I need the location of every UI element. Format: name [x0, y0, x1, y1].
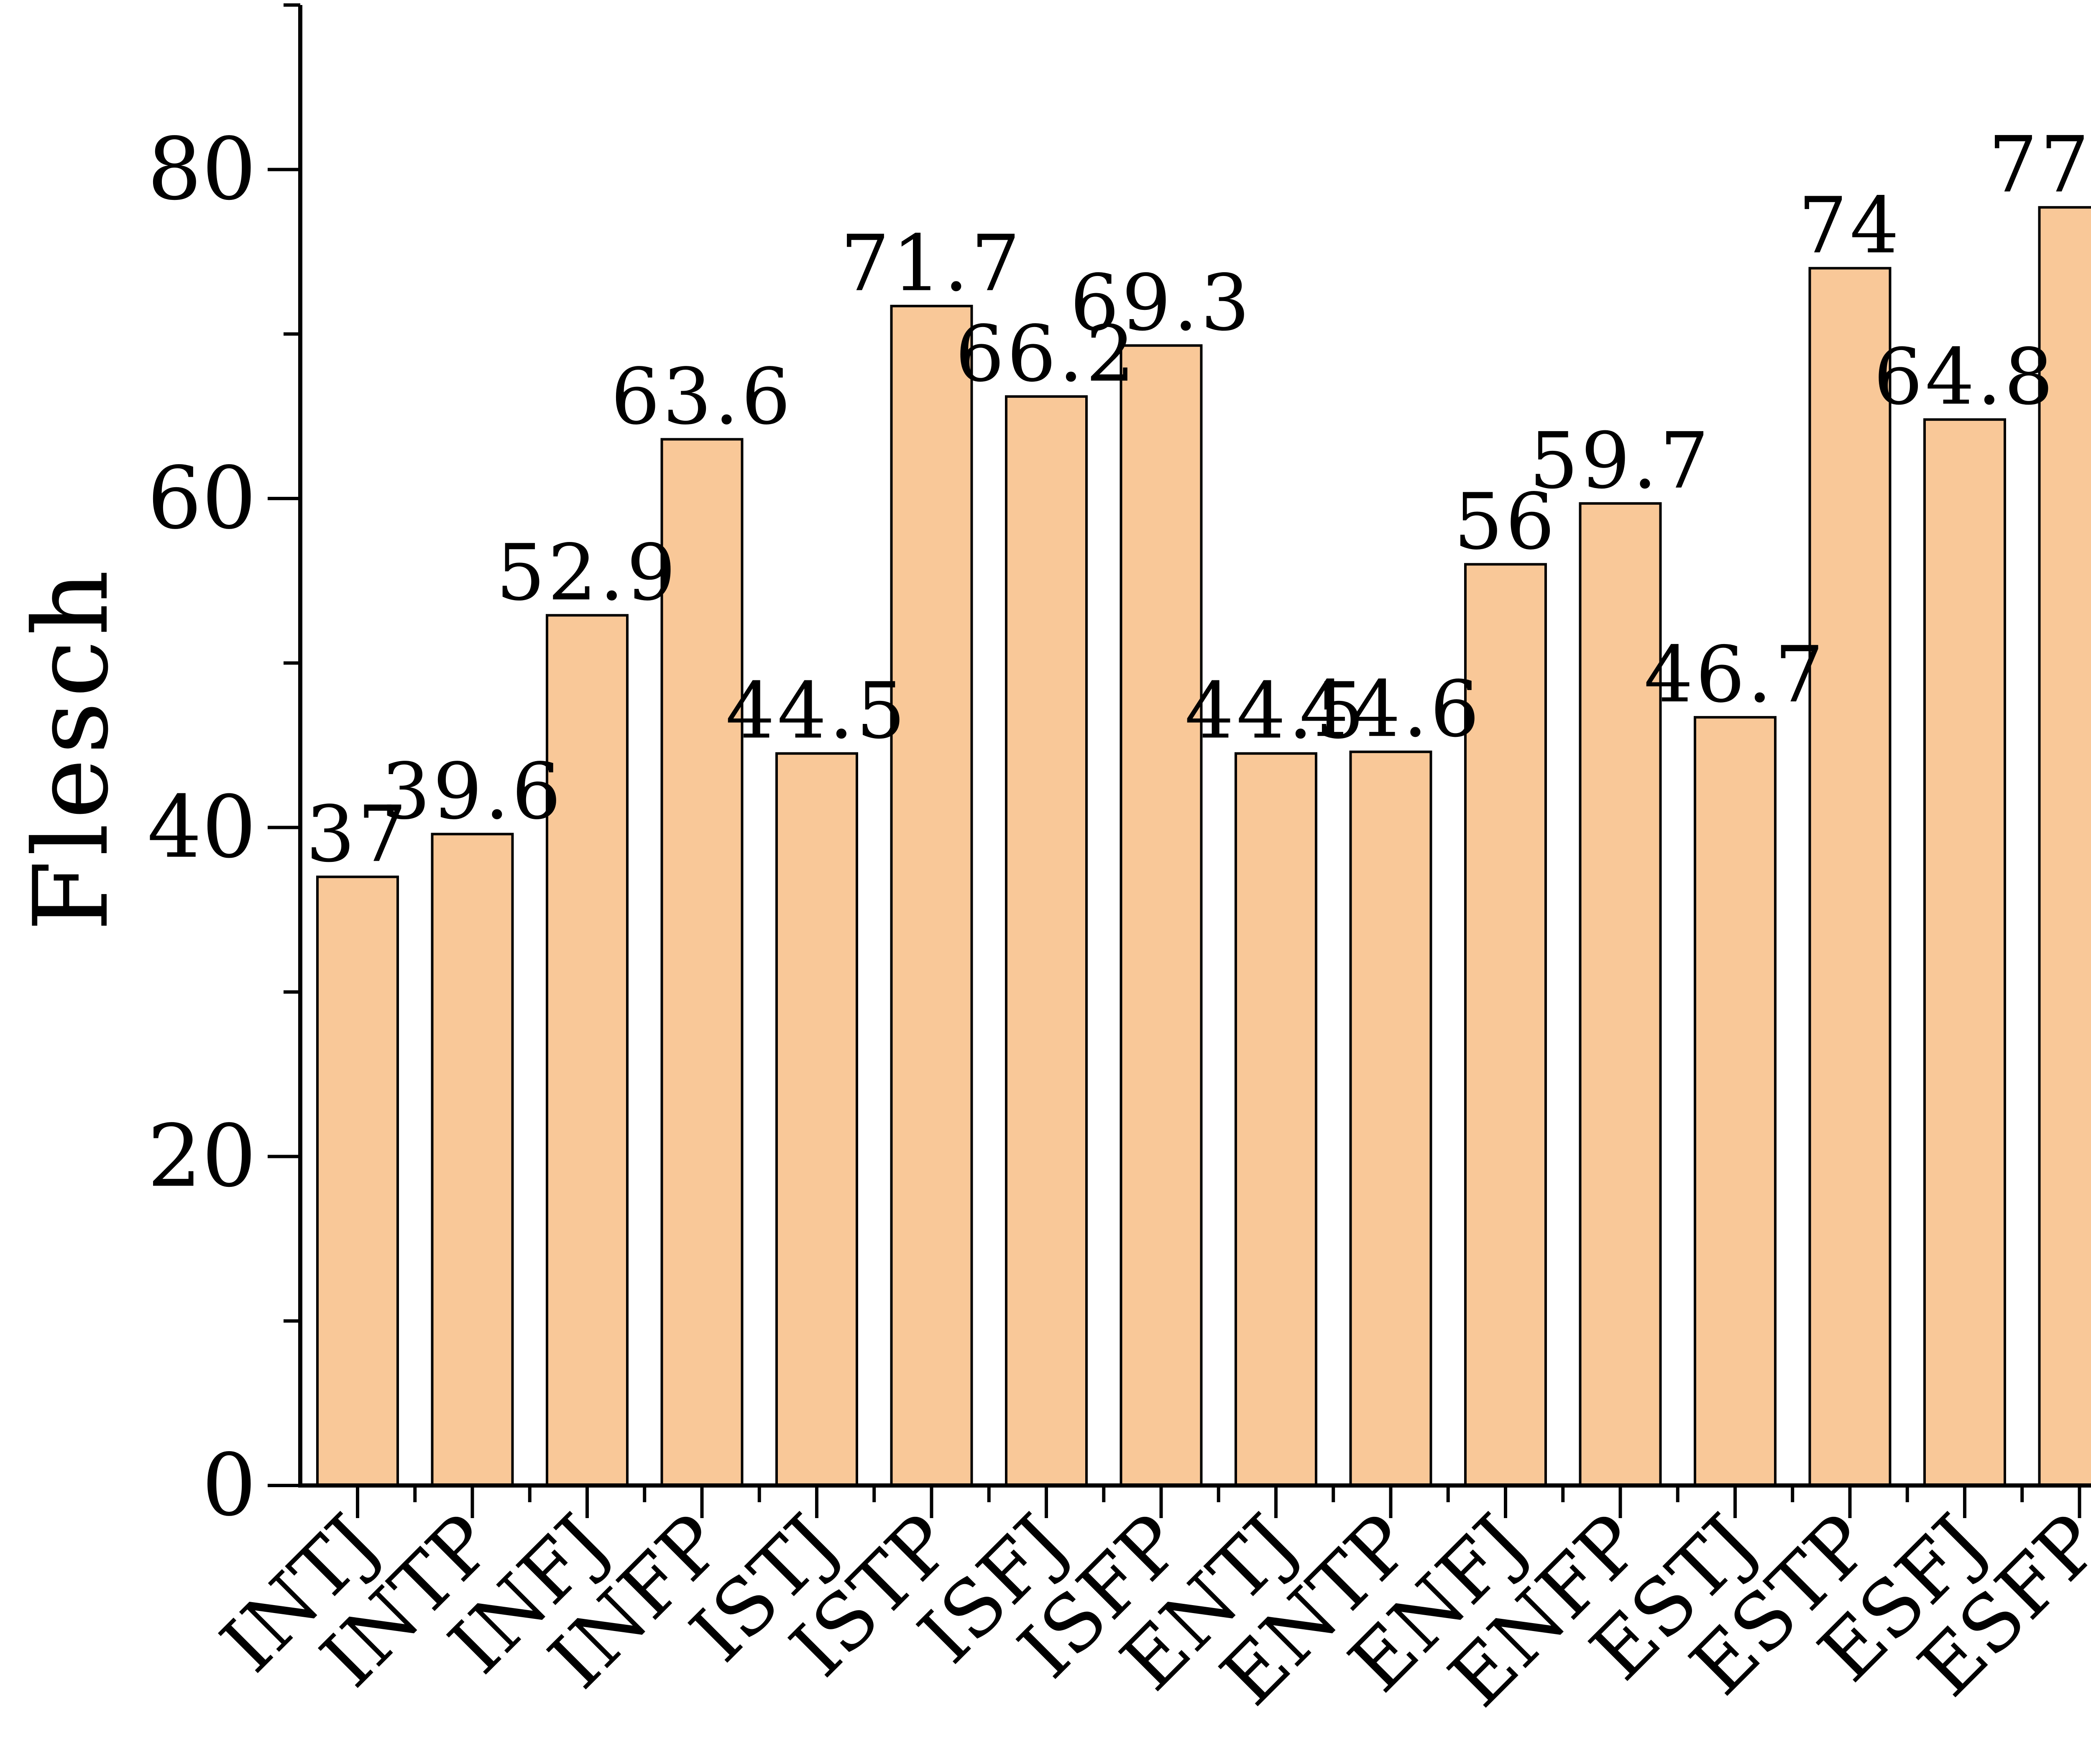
bar-istj: [775, 752, 858, 1487]
data-label-entp: 44.6: [1300, 664, 1482, 754]
bar-intj: [316, 875, 399, 1487]
data-label-isfj: 66.2: [955, 309, 1138, 399]
data-label-intj: 37: [306, 789, 409, 879]
bar-istp: [890, 304, 973, 1487]
data-label-infp: 63.6: [611, 351, 793, 442]
data-label-estp: 74: [1798, 180, 1902, 271]
data-label-infj: 52.9: [496, 527, 678, 618]
bar-esfp: [2038, 206, 2091, 1487]
bar-estp: [1808, 267, 1892, 1487]
y-axis-label: Flesch: [12, 566, 131, 931]
y-tick-label: 20: [147, 1107, 256, 1206]
bar-entp: [1349, 750, 1432, 1487]
y-tick-label: 80: [147, 120, 256, 219]
data-label-esfj: 64.8: [1874, 332, 2056, 422]
data-label-intp: 39.6: [381, 746, 564, 836]
bars-layer: [316, 206, 2091, 1487]
bar-esfj: [1923, 418, 2006, 1487]
data-label-enfp: 59.7: [1529, 416, 1712, 506]
bar-isfp: [1120, 344, 1203, 1487]
data-label-entj: 44.5: [1185, 666, 1367, 756]
data-label-enfj: 56: [1454, 476, 1557, 567]
bar-intp: [431, 833, 514, 1487]
y-tick-label: 60: [147, 449, 256, 548]
data-label-isfp: 69.3: [1070, 258, 1253, 348]
bar-infp: [660, 438, 744, 1487]
data-label-esfp: 77.7: [1989, 120, 2091, 210]
bar-estj: [1694, 716, 1777, 1487]
data-label-estj: 46.7: [1644, 629, 1826, 720]
bar-enfj: [1464, 563, 1547, 1487]
data-labels-layer: 3739.652.963.644.571.766.269.344.544.656…: [306, 120, 2091, 879]
y-tick-label: 0: [202, 1436, 256, 1535]
data-label-istp: 71.7: [841, 218, 1023, 309]
bar-infj: [546, 614, 629, 1487]
data-label-istj: 44.5: [726, 666, 908, 756]
y-tick-label: 40: [147, 778, 256, 877]
bar-entj: [1235, 752, 1317, 1487]
bar-enfp: [1579, 502, 1662, 1487]
bar-isfj: [1005, 395, 1088, 1487]
